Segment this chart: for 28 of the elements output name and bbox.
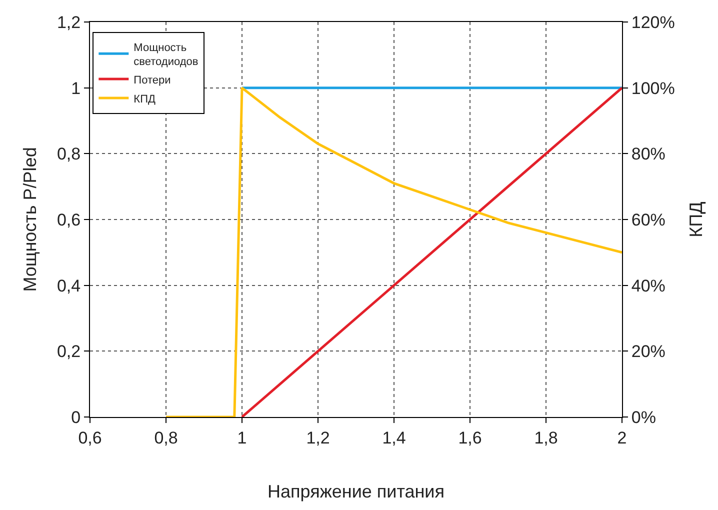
- x-tick-label: 1: [237, 428, 247, 448]
- x-tick-label: 1,6: [458, 428, 482, 448]
- legend-label: Потери: [134, 74, 171, 86]
- x-tick-label: 1,2: [306, 428, 330, 448]
- y-tick-label: 0,2: [56, 342, 81, 362]
- y-axis-title: Мощность P/Pled: [20, 147, 40, 292]
- y-tick-label: 0,4: [56, 276, 81, 296]
- x-tick-label: 0,8: [154, 428, 178, 448]
- line-series: [164, 86, 622, 417]
- x-tick-label: 2: [617, 428, 627, 448]
- y2-tick-label: 0%: [631, 408, 656, 427]
- x-tick-label: 1,4: [382, 428, 406, 448]
- y-tick-label: 1,2: [56, 12, 81, 32]
- y-tick-label: 0: [71, 408, 81, 427]
- x-tick-label: 1,8: [534, 428, 558, 448]
- y2-tick-label: 120%: [631, 12, 675, 32]
- legend-label: Мощность светодиодов: [134, 42, 198, 68]
- y2-tick-label: 20%: [631, 342, 666, 362]
- legend-label: КПД: [134, 93, 156, 106]
- y2-axis-title: КПД: [686, 202, 706, 238]
- y-tick-label: 0,8: [56, 144, 81, 164]
- y-tick-label: 1: [71, 78, 81, 98]
- y2-tick-label: 80%: [631, 144, 666, 164]
- x-axis-title: Напряжение питания: [268, 482, 444, 502]
- y2-tick-label: 40%: [631, 276, 666, 296]
- y2-tick-label: 60%: [631, 210, 666, 230]
- y-tick-label: 0,6: [56, 210, 81, 230]
- y2-tick-label: 100%: [631, 78, 675, 98]
